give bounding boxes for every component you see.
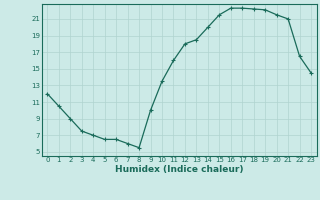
X-axis label: Humidex (Indice chaleur): Humidex (Indice chaleur) [115,165,244,174]
